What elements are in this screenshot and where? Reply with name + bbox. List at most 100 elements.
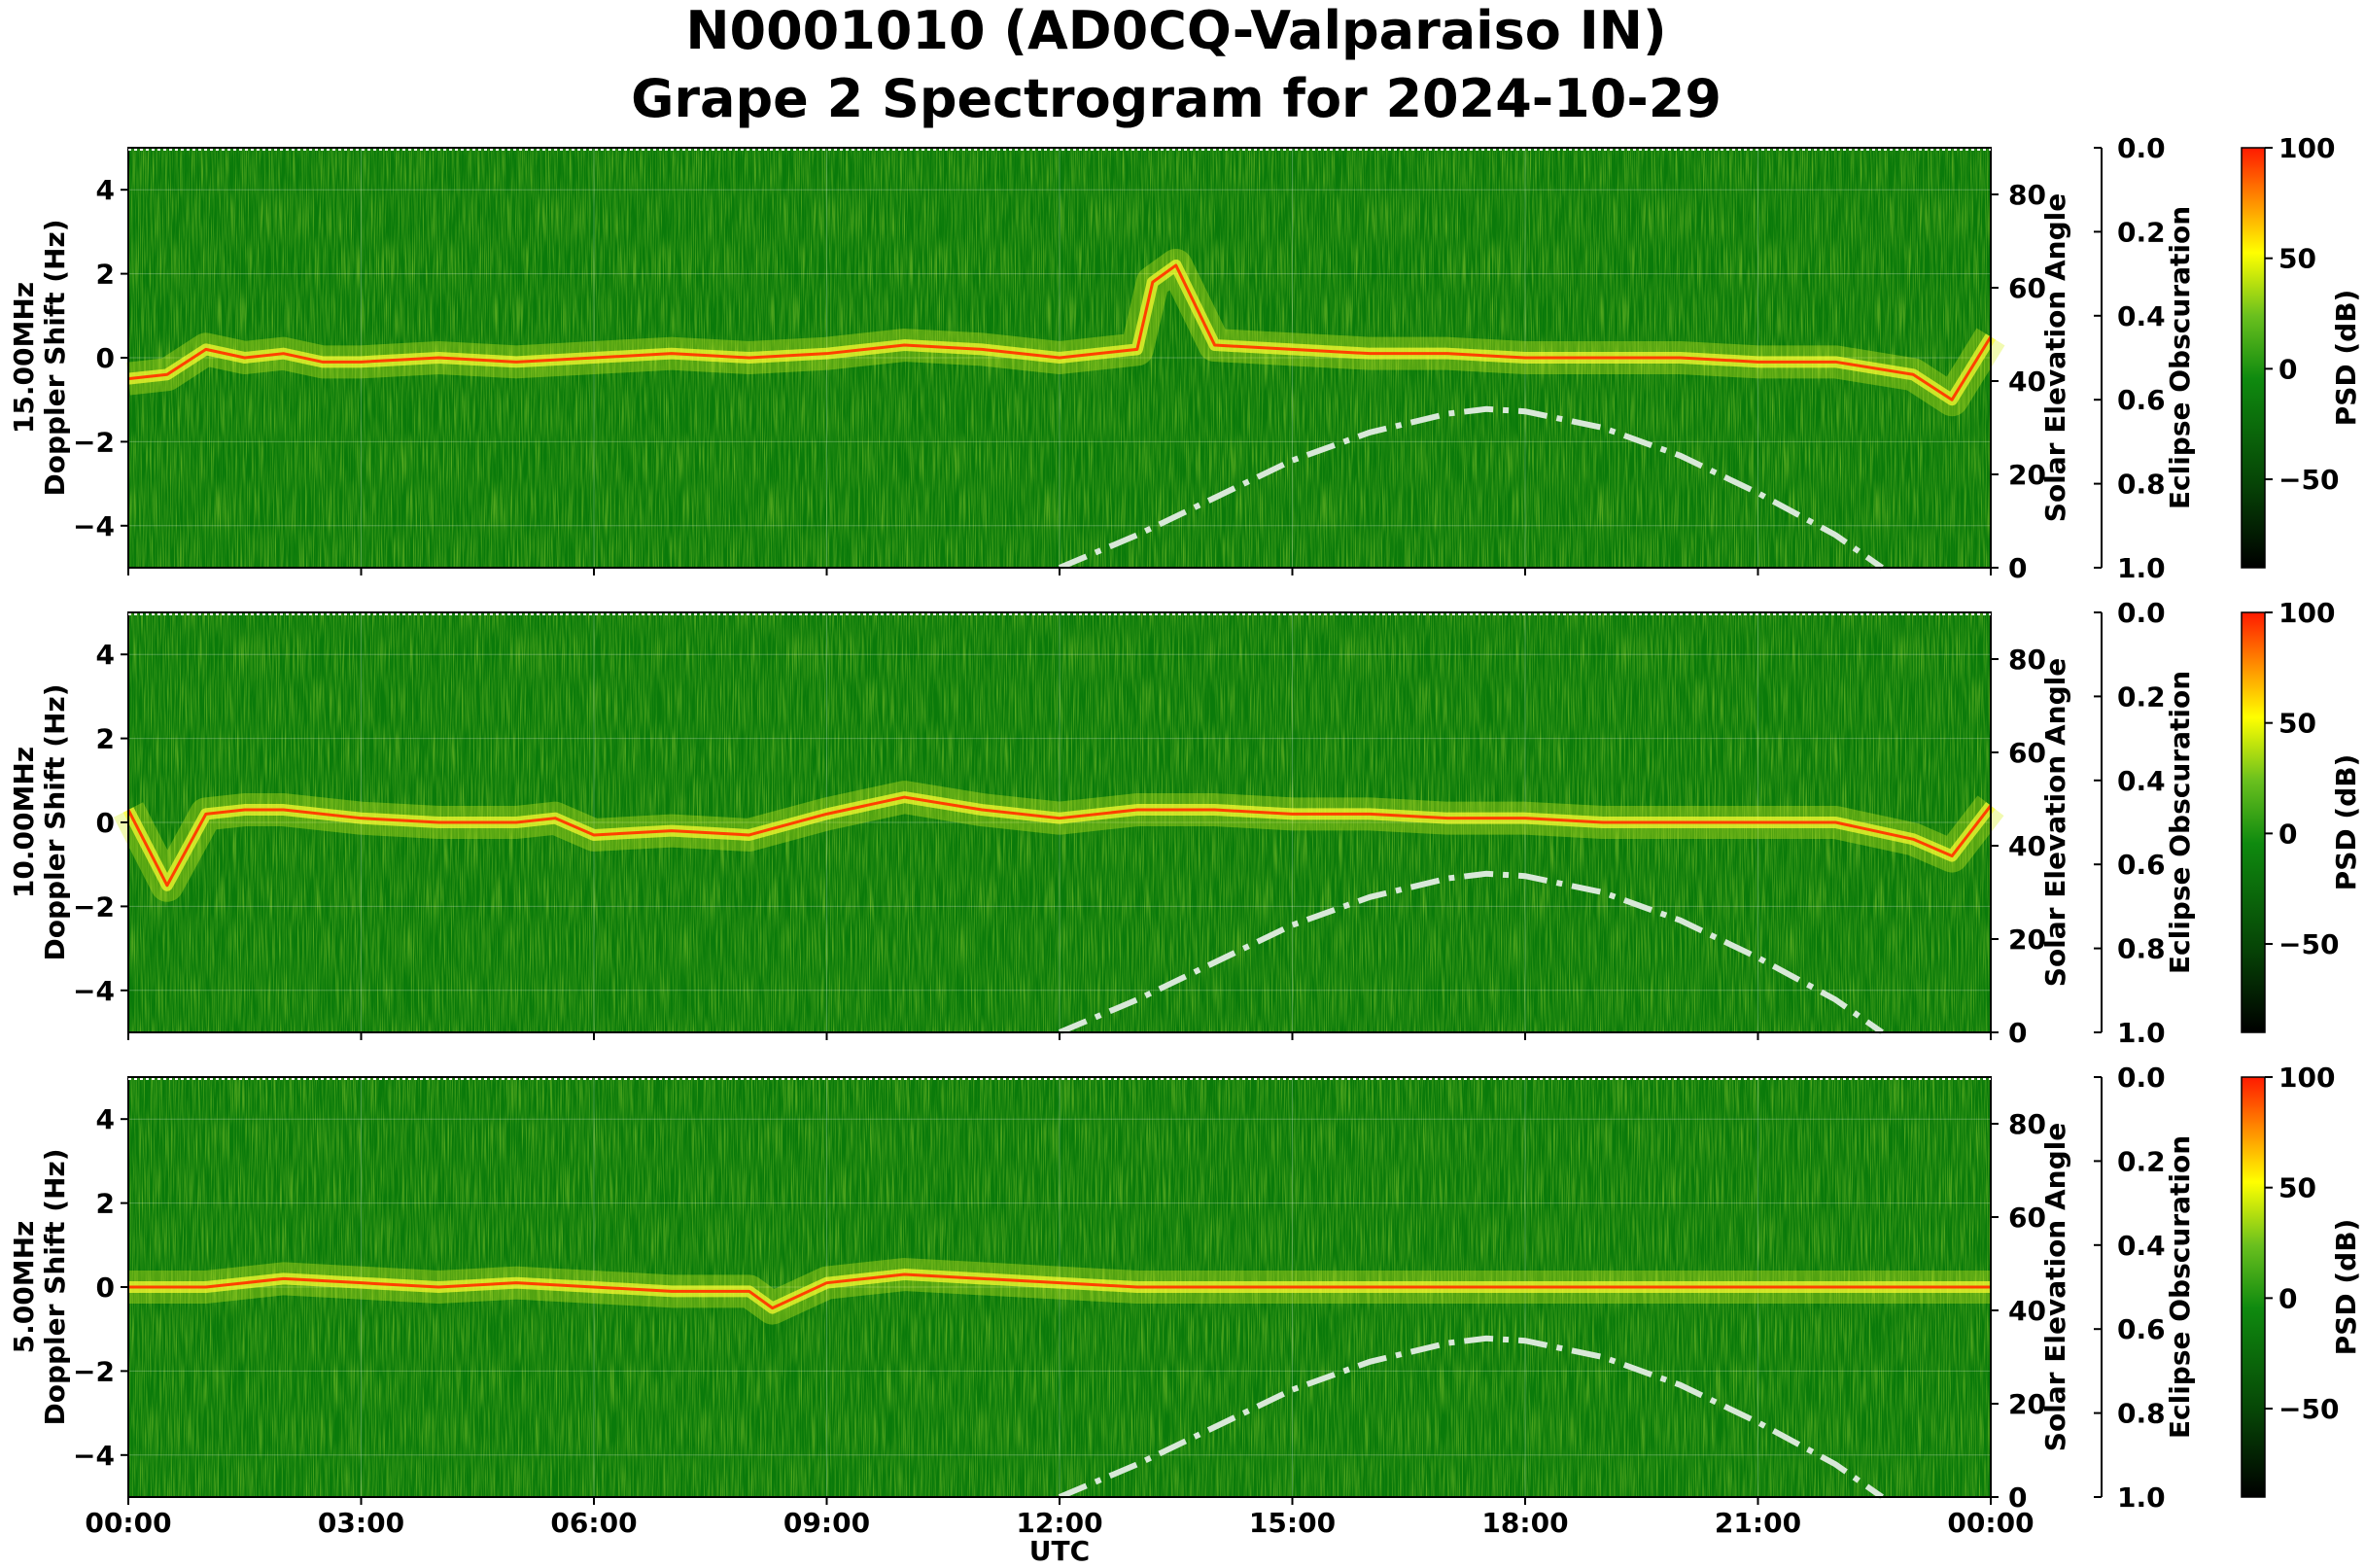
doppler-axis-label: Doppler Shift (Hz) [39,683,71,960]
x-tick-label: 06:00 [550,1507,637,1539]
doppler-tick-label: −2 [73,426,115,458]
colorbar-label: PSD (dB) [2330,290,2362,427]
solar-elevation-curve [1058,1335,1884,1500]
obscuration-tick-label: 0.0 [2117,132,2166,164]
doppler-axis-label-frequency: 15.00MHz [8,282,40,434]
elevation-axis-label: Solar Elevation Angle [2039,658,2071,987]
colorbar-tick-label: −50 [2278,1393,2339,1425]
obscuration-tick-label: 0.2 [2117,1145,2166,1177]
elevation-tick-label: 60 [2008,737,2046,769]
obscuration-tick-label: 1.0 [2117,1481,2166,1514]
psd-colorbar [2241,611,2266,1033]
doppler-trace [128,1272,1991,1310]
obscuration-tick-label: 0.2 [2117,680,2166,713]
obscuration-tick-label: 1.0 [2117,1017,2166,1049]
obscuration-tick-label: 0.6 [2117,384,2166,416]
psd-colorbar [2241,147,2266,569]
doppler-tick-label: −4 [73,975,115,1007]
obscuration-tick-label: 0.8 [2117,1398,2166,1430]
obscuration-tick-label: 0.8 [2117,933,2166,965]
elevation-tick-label: 40 [2008,1295,2046,1327]
colorbar-tick-label: 100 [2278,597,2335,629]
obscuration-tick-label: 0.6 [2117,849,2166,881]
colorbar-tick-label: 100 [2278,1062,2335,1094]
elevation-tick-label: 40 [2008,830,2046,862]
colorbar-tick-label: −50 [2278,928,2339,960]
colorbar-tick-label: 0 [2278,818,2297,850]
elevation-tick-label: 80 [2008,179,2046,211]
colorbar-tick-label: 50 [2278,243,2316,275]
elevation-tick-label: 0 [2008,1017,2027,1049]
psd-colorbar [2241,1076,2266,1498]
elevation-tick-label: 60 [2008,272,2046,304]
doppler-tick-label: 4 [96,174,115,206]
doppler-trace [126,795,1993,888]
doppler-tick-label: 0 [96,807,115,839]
panel-5.00MHz: 420−2−45.00MHz Doppler Shift (Hz)80604020… [8,1062,2362,1539]
doppler-tick-label: 4 [96,1103,115,1135]
solar-elevation-curve [1058,870,1884,1035]
doppler-tick-label: 2 [96,723,115,755]
colorbar-tick-label: 0 [2278,353,2297,385]
doppler-tick-label: 2 [96,1188,115,1220]
elevation-tick-label: 80 [2008,1108,2046,1140]
panel-15.00MHz: 420−2−415.00MHz Doppler Shift (Hz)8060402… [8,132,2362,584]
colorbar-tick-label: 0 [2278,1282,2297,1314]
colorbar-tick-label: 100 [2278,132,2335,164]
elevation-tick-label: 20 [2008,923,2046,956]
obscuration-tick-label: 1.0 [2117,552,2166,584]
x-tick-label: 03:00 [318,1507,404,1539]
colorbar-tick-label: −50 [2278,464,2339,496]
doppler-axis-label-frequency: 5.00MHz [8,1221,40,1354]
elevation-tick-label: 0 [2008,552,2027,584]
doppler-axis-label: Doppler Shift (Hz) [39,219,71,496]
elevation-tick-label: 20 [2008,1388,2046,1420]
doppler-tick-label: 0 [96,342,115,374]
obscuration-tick-label: 0.4 [2117,765,2166,797]
colorbar-tick-label: 50 [2278,1172,2316,1204]
doppler-tick-label: −2 [73,890,115,923]
doppler-axis-label-frequency: 10.00MHz [8,747,40,898]
x-axis-label: UTC [1029,1535,1090,1567]
obscuration-axis-label: Eclipse Obscuration [2164,671,2196,974]
solar-elevation-curve [1058,405,1884,571]
x-tick-label: 15:00 [1249,1507,1336,1539]
chart-title-line2: Grape 2 Spectrogram for 2024-10-29 [631,68,1722,129]
obscuration-axis-label: Eclipse Obscuration [2164,206,2196,509]
doppler-axis-label: Doppler Shift (Hz) [39,1148,71,1425]
x-tick-label: 00:00 [1947,1507,2034,1539]
elevation-tick-label: 60 [2008,1202,2046,1234]
doppler-tick-label: 0 [96,1272,115,1304]
doppler-tick-label: −4 [73,510,115,542]
elevation-tick-label: 80 [2008,644,2046,676]
obscuration-tick-label: 0.4 [2117,300,2166,332]
doppler-tick-label: −4 [73,1440,115,1472]
obscuration-tick-label: 0.0 [2117,1062,2166,1094]
doppler-tick-label: 4 [96,639,115,671]
obscuration-tick-label: 0.8 [2117,469,2166,501]
elevation-tick-label: 20 [2008,459,2046,491]
obscuration-tick-label: 0.6 [2117,1313,2166,1345]
panel-10.00MHz: 420−2−410.00MHz Doppler Shift (Hz)8060402… [8,597,2362,1049]
colorbar-label: PSD (dB) [2330,1219,2362,1356]
chart-title-line1: N0001010 (AD0CQ-Valparaiso IN) [685,0,1666,61]
x-tick-label: 12:00 [1016,1507,1102,1539]
doppler-tick-label: −2 [73,1355,115,1387]
doppler-tick-label: 2 [96,259,115,291]
x-tick-label: 09:00 [783,1507,870,1539]
colorbar-tick-label: 50 [2278,708,2316,740]
obscuration-axis-label: Eclipse Obscuration [2164,1135,2196,1439]
obscuration-tick-label: 0.2 [2117,216,2166,248]
obscuration-tick-label: 0.0 [2117,597,2166,629]
x-tick-label: 00:00 [85,1507,171,1539]
elevation-axis-label: Solar Elevation Angle [2039,1123,2071,1451]
x-tick-label: 21:00 [1715,1507,1801,1539]
x-tick-label: 18:00 [1481,1507,1568,1539]
elevation-axis-label: Solar Elevation Angle [2039,193,2071,522]
doppler-trace [127,263,1993,401]
obscuration-tick-label: 0.4 [2117,1230,2166,1262]
elevation-tick-label: 0 [2008,1481,2027,1514]
elevation-tick-label: 40 [2008,366,2046,398]
colorbar-label: PSD (dB) [2330,754,2362,891]
